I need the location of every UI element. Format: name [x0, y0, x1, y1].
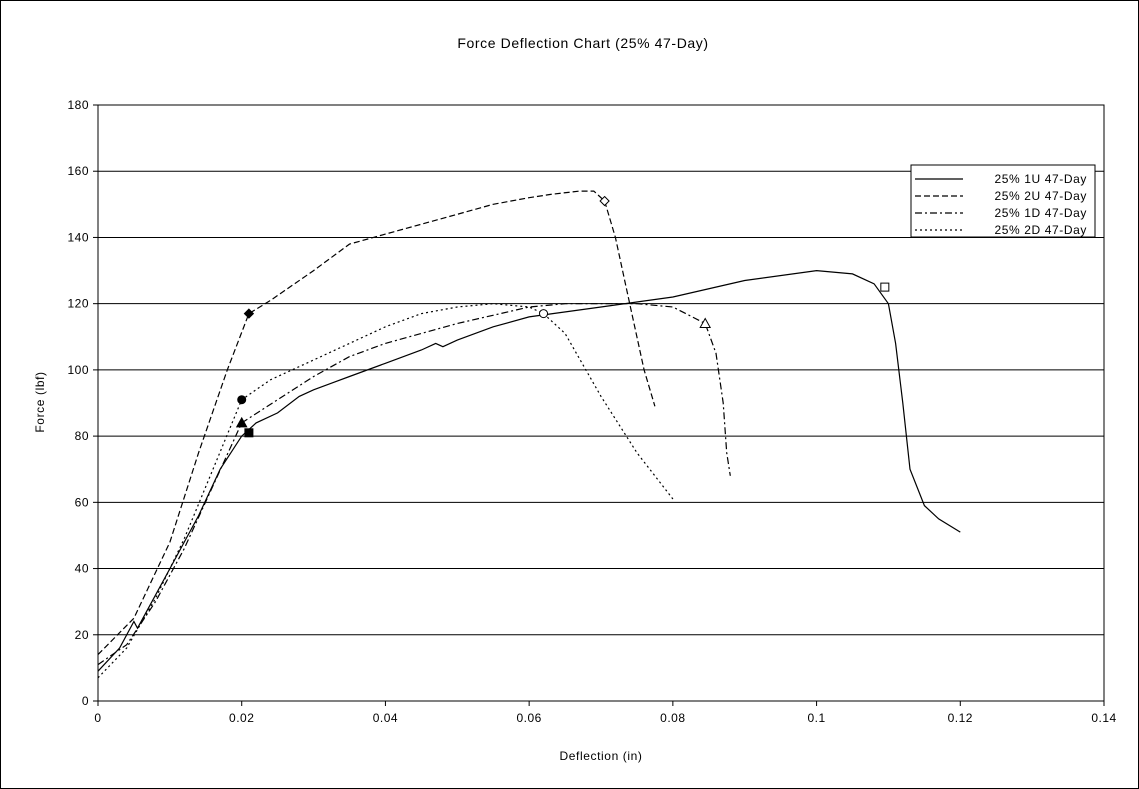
plot-area	[97, 104, 1105, 702]
x-tick-label: 0.06	[516, 711, 541, 725]
y-tick-label: 80	[75, 429, 89, 443]
gridlines	[98, 170, 1104, 636]
y-tick-label: 20	[75, 628, 89, 642]
legend-box	[910, 164, 1096, 238]
x-tick-label: 0.02	[229, 711, 254, 725]
y-axis-label: Force (lbf)	[33, 371, 47, 432]
series-line-4	[97, 303, 674, 679]
x-axis-label: Deflection (in)	[559, 749, 642, 763]
legend-label: 25% 2D 47-Day	[994, 223, 1087, 237]
y-tick-label: 0	[82, 694, 89, 708]
series-3-marker	[235, 416, 248, 428]
x-tick-label: 0.08	[660, 711, 685, 725]
series-4-marker	[539, 309, 549, 319]
x-tick-label: 0.12	[948, 711, 973, 725]
y-tick-label: 180	[67, 98, 89, 112]
y-tick-label: 60	[75, 495, 89, 509]
series-line-1	[97, 269, 961, 672]
y-tick-label: 120	[67, 297, 89, 311]
y-tick-label: 140	[67, 230, 89, 244]
x-tick-label: 0.04	[373, 711, 398, 725]
series-1-marker	[880, 282, 890, 292]
series-2-marker	[599, 195, 610, 207]
series-line-2	[97, 190, 656, 656]
series-3-marker	[699, 317, 712, 329]
legend-label: 25% 2U 47-Day	[994, 189, 1087, 203]
y-tick-label: 40	[75, 562, 89, 576]
y-tick-label: 100	[67, 363, 89, 377]
y-axis: 0 20 40 60 80 100 120 140 160 180	[67, 98, 98, 708]
legend-label: 25% 1D 47-Day	[994, 206, 1087, 220]
chart-title: Force Deflection Chart (25% 47-Day)	[457, 35, 708, 51]
series-line-3	[97, 303, 731, 666]
y-tick-label: 160	[67, 164, 89, 178]
legend: 25% 1U 47-Day 25% 2U 47-Day 25% 1D 47-Day 2…	[910, 164, 1096, 238]
series-1-marker	[244, 428, 254, 438]
x-tick-label: 0.1	[807, 711, 825, 725]
x-tick-label: 0.14	[1091, 711, 1116, 725]
legend-label: 25% 1U 47-Day	[994, 172, 1087, 186]
series-4-marker	[237, 395, 247, 405]
x-axis: 0 0.02 0.04 0.06 0.08 0.1 0.12 0.14	[94, 701, 1116, 725]
marker-layer	[235, 195, 890, 438]
series-layer	[97, 190, 961, 679]
x-tick-label: 0	[94, 711, 101, 725]
series-2-marker	[243, 308, 255, 319]
